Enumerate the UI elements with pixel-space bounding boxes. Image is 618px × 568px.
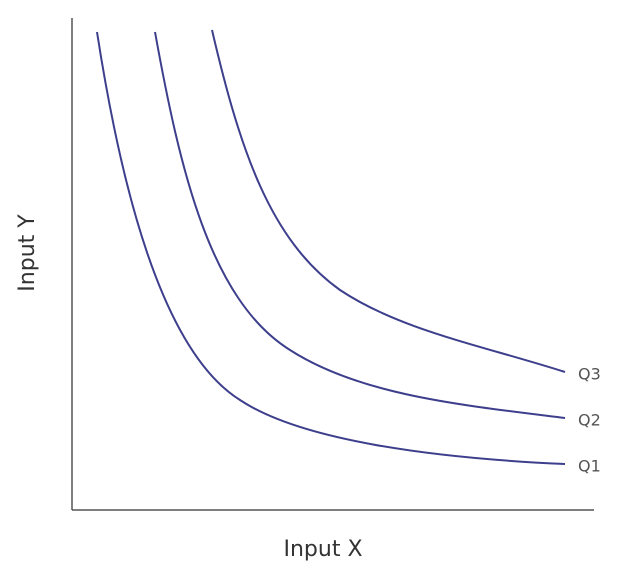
isoquant-q2 [154, 31, 566, 419]
curve-label: Q3 [578, 365, 601, 384]
isoquant-q3 [211, 29, 566, 373]
y-axis-label: Input Y [15, 214, 40, 292]
isoquant-q1 [96, 31, 566, 465]
x-axis-label: Input X [283, 537, 362, 562]
curve-label: Q1 [578, 457, 601, 476]
curve-label: Q2 [578, 411, 601, 430]
